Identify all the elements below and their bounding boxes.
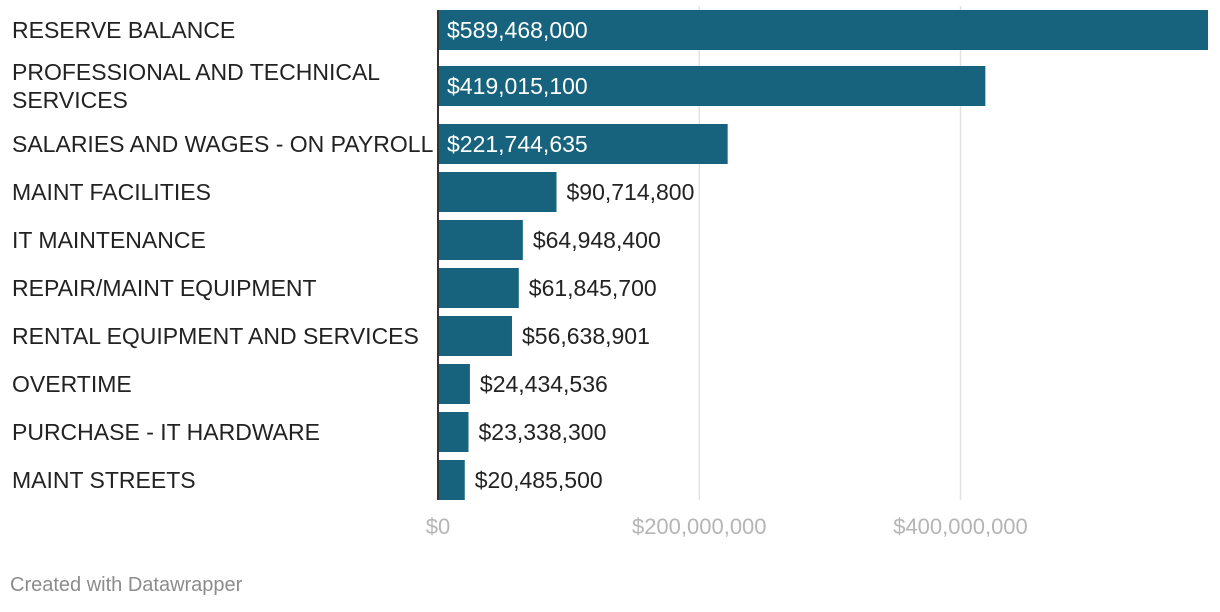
value-label: $589,468,000	[447, 17, 588, 43]
tick-label: $200,000,000	[632, 514, 767, 539]
category-label: PROFESSIONAL AND TECHNICAL SERVICES	[12, 59, 380, 113]
tick-label: $0	[426, 514, 450, 539]
category-label: MAINT FACILITIES	[12, 179, 211, 205]
category-label: SALARIES AND WAGES - ON PAYROLL	[12, 131, 434, 157]
value-label: $56,638,901	[522, 323, 650, 349]
category-label: IT MAINTENANCE	[12, 227, 206, 253]
value-label: $64,948,400	[533, 227, 661, 253]
bar[interactable]	[438, 124, 728, 164]
value-labels: $589,468,000 $419,015,100 $221,744,635 $90,…	[447, 17, 694, 493]
bar[interactable]	[438, 364, 470, 404]
category-label: PURCHASE - IT HARDWARE	[12, 419, 320, 445]
category-label: OVERTIME	[12, 371, 132, 397]
x-axis-ticks: $0 $200,000,000 $400,000,000	[426, 514, 1028, 539]
bar[interactable]	[438, 316, 512, 356]
bars	[438, 10, 1208, 500]
category-label: RESERVE BALANCE	[12, 17, 235, 43]
bar[interactable]	[438, 220, 523, 260]
footer-credit[interactable]: Created with Datawrapper	[10, 574, 243, 596]
tick-label: $400,000,000	[893, 514, 1028, 539]
value-label: $23,338,300	[478, 419, 606, 445]
bar[interactable]	[438, 172, 557, 212]
value-label: $90,714,800	[566, 179, 694, 205]
category-label: MAINT STREETS	[12, 467, 196, 493]
bar[interactable]	[438, 412, 469, 452]
value-label: $221,744,635	[447, 131, 588, 157]
value-label: $419,015,100	[447, 73, 588, 99]
bar[interactable]	[438, 268, 519, 308]
value-label: $61,845,700	[529, 275, 657, 301]
value-label: $20,485,500	[475, 467, 603, 493]
category-label: RENTAL EQUIPMENT AND SERVICES	[12, 323, 419, 349]
category-labels: RESERVE BALANCE PROFESSIONAL AND TECHNICA…	[12, 17, 434, 493]
bar[interactable]	[438, 66, 986, 106]
bar[interactable]	[438, 10, 1208, 50]
value-label: $24,434,536	[480, 371, 608, 397]
category-label: REPAIR/MAINT EQUIPMENT	[12, 275, 317, 301]
bar[interactable]	[438, 460, 465, 500]
